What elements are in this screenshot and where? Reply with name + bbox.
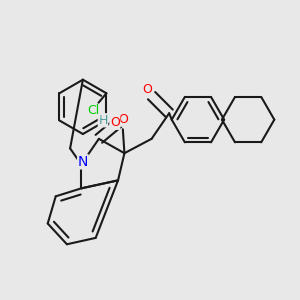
- Text: H: H: [98, 114, 108, 127]
- Text: N: N: [78, 155, 88, 169]
- Text: O: O: [118, 113, 128, 126]
- Text: O: O: [142, 83, 152, 96]
- Text: Cl: Cl: [88, 104, 100, 117]
- Text: O: O: [110, 116, 120, 129]
